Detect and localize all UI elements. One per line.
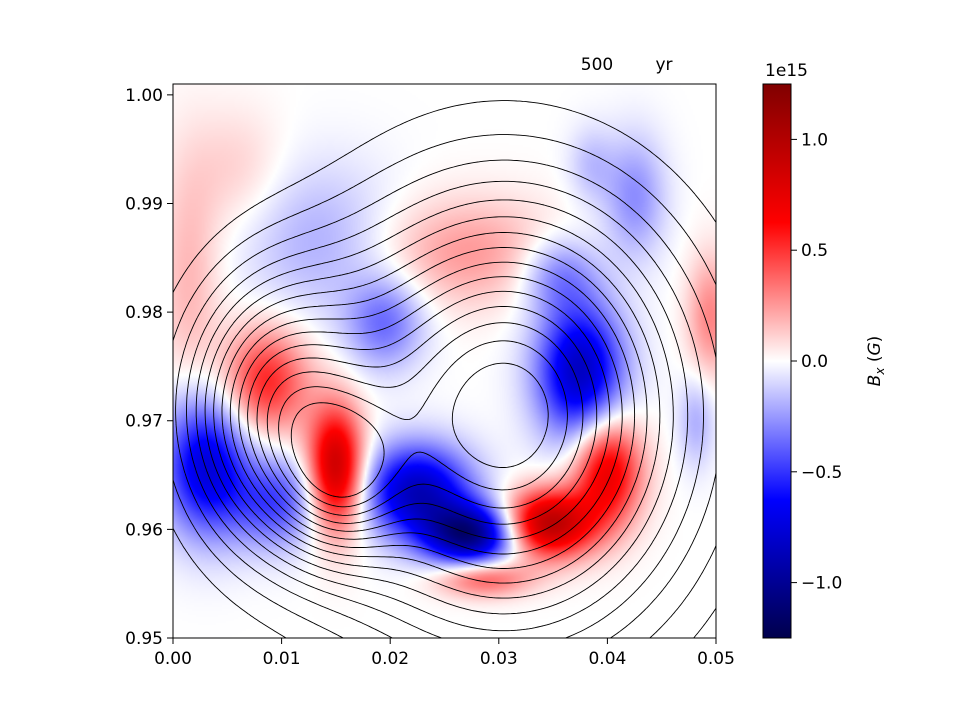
contour-line — [247, 290, 611, 540]
time-unit: yr — [655, 55, 672, 75]
colorbar-offset-text: 1e15 — [765, 61, 808, 81]
contour-line — [186, 180, 704, 638]
x-tick-label: 0.00 — [154, 649, 192, 669]
colorbar-tick-label: 0.0 — [801, 352, 828, 372]
y-tick-label: 1.00 — [125, 86, 163, 106]
y-tick-label: 0.97 — [125, 412, 163, 432]
contour-line — [278, 340, 568, 508]
y-tick-label: 0.99 — [125, 194, 163, 214]
x-tick-label: 0.03 — [480, 649, 518, 669]
colorbar-tick-label: 0.5 — [801, 241, 828, 261]
plot-frame — [172, 83, 717, 639]
colorbar: 1e15 1.0 0.5 0.0 −0.5 −1.0 Bx (G) — [762, 61, 887, 639]
colorbar-tick-label: 1.0 — [801, 130, 828, 150]
contour-line — [175, 159, 716, 638]
contour-line — [173, 100, 716, 638]
plot-area — [172, 83, 717, 639]
time-value: 500 — [581, 55, 613, 75]
colorbar-tick-label: −0.5 — [801, 463, 842, 483]
flux-contours — [173, 100, 716, 638]
colorbar-label: Bx (G) — [865, 336, 887, 387]
contour-line — [195, 199, 689, 632]
x-tick-label: 0.01 — [263, 649, 301, 669]
x-tick-label: 0.05 — [697, 649, 735, 669]
contour-line — [229, 261, 636, 569]
bx-heatmap — [173, 84, 716, 638]
contour-line — [173, 134, 716, 638]
contour-line — [221, 247, 648, 584]
y-axis: 0.95 0.96 0.97 0.98 0.99 1.00 — [125, 86, 173, 649]
y-tick-label: 0.98 — [125, 303, 163, 323]
colorbar-tick-label: −1.0 — [801, 574, 842, 594]
contour-line — [256, 306, 598, 525]
y-tick-label: 0.96 — [125, 520, 163, 540]
contour-line — [266, 322, 584, 516]
x-tick-label: 0.04 — [588, 649, 626, 669]
x-axis: 0.00 0.01 0.02 0.03 0.04 0.05 — [154, 638, 735, 669]
contour-line — [290, 362, 549, 498]
contour-line — [204, 216, 674, 615]
contour-line — [238, 276, 623, 555]
contour-line — [213, 232, 661, 599]
colorbar-ticks: 1.0 0.5 0.0 −0.5 −1.0 — [791, 130, 842, 594]
colorbar-gradient — [762, 83, 792, 639]
y-tick-label: 0.95 — [125, 629, 163, 649]
x-tick-label: 0.02 — [371, 649, 409, 669]
